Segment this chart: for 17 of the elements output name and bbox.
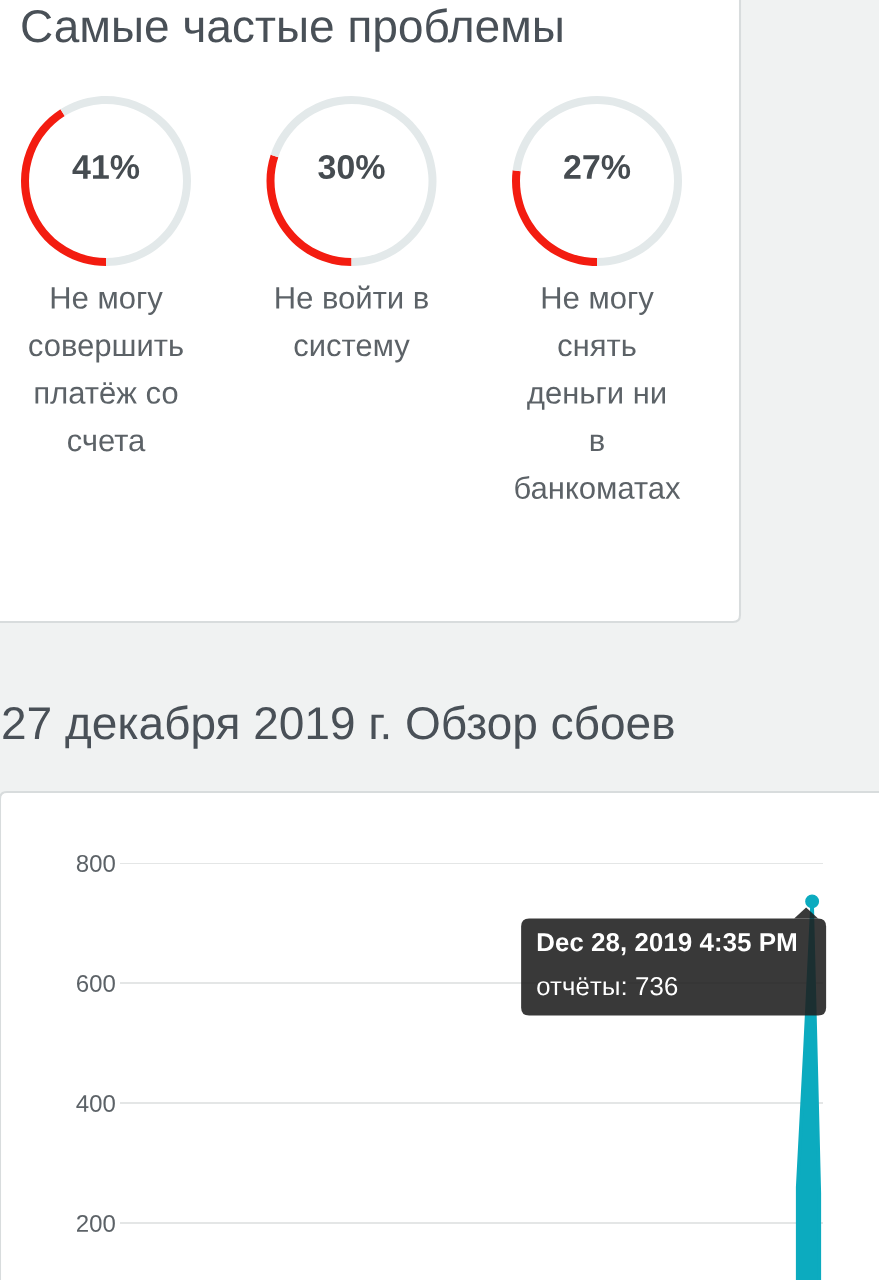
y-tick-label: 200 <box>77 1214 115 1232</box>
donut-slice <box>60 96 191 266</box>
annotation: Dec 28, 2019 4:35 PM <box>537 932 796 956</box>
chart-title: 27 декабря 2019 г. Обзор сбоев <box>3 705 674 749</box>
y-tick-label: 800 <box>76 854 115 872</box>
donut-slice <box>512 96 682 266</box>
annotation: отчёты: 736 <box>537 976 678 996</box>
slice-label: Не могу совершить платёж со счета <box>29 287 183 452</box>
text: 41% <box>72 155 140 180</box>
y-tick-label: 400 <box>76 1094 115 1112</box>
text: 27% <box>564 155 631 180</box>
y-tick-label: 600 <box>77 974 115 992</box>
slice-label: Не войти в систему <box>276 285 428 363</box>
slice-label: Не могу снять деньги ни в банкоматах <box>515 287 681 499</box>
text: 30% <box>318 155 385 180</box>
donut-slice <box>270 96 437 266</box>
text: Самые частые проблемы <box>22 8 562 52</box>
